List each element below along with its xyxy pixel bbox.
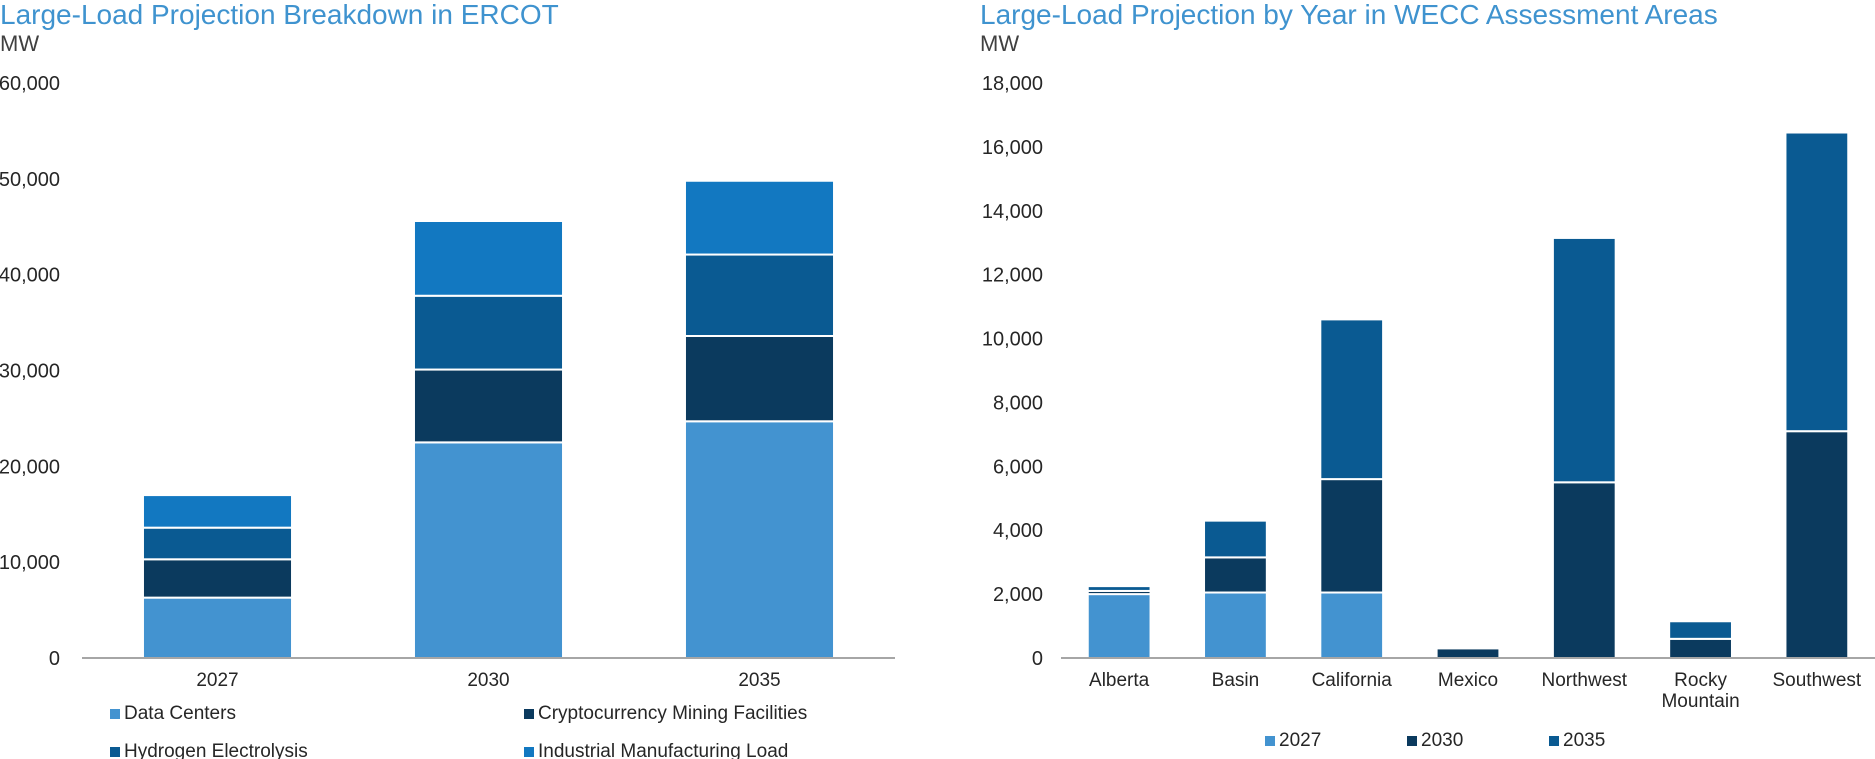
y-tick-label: 50,000 — [0, 169, 60, 191]
bar-basin-2030 — [1203, 556, 1268, 594]
bar-2035-hydrogen-electrolysis — [683, 253, 836, 338]
bar-california-2027 — [1319, 591, 1385, 660]
legend-swatch-cryptocurrency-mining-facilities — [524, 709, 534, 719]
bar-california-2035 — [1319, 318, 1385, 481]
y-tick-label: 4,000 — [993, 520, 1043, 542]
bar-2030-cryptocurrency-mining-facilities — [412, 368, 565, 444]
y-tick-label: 18,000 — [982, 73, 1043, 95]
y-tick-label: 6,000 — [993, 456, 1043, 478]
bar-rocky-mountain-2030 — [1668, 637, 1733, 659]
legend-label-2030: 2030 — [1421, 730, 1463, 751]
wecc-y-axis-unit: MW — [980, 31, 1020, 56]
y-tick-label: 14,000 — [982, 201, 1043, 223]
bar-2030-industrial-manufacturing-load — [412, 220, 565, 297]
bar-2027-hydrogen-electrolysis — [141, 526, 294, 561]
y-tick-label: 60,000 — [0, 73, 60, 95]
legend-label-2035: 2035 — [1563, 730, 1605, 751]
bar-2030-data-centers — [412, 441, 565, 659]
y-tick-label: 2,000 — [993, 584, 1043, 606]
x-tick-label: 2030 — [467, 670, 509, 691]
bar-2027-industrial-manufacturing-load — [141, 494, 294, 529]
x-tick-label: Southwest — [1772, 670, 1861, 691]
y-tick-label: 8,000 — [993, 392, 1043, 414]
wecc-chart-title: Large-Load Projection by Year in WECC As… — [980, 0, 1718, 30]
bar-2035-industrial-manufacturing-load — [683, 179, 836, 256]
legend-swatch-2027 — [1265, 736, 1275, 746]
bar-northwest-2035 — [1551, 236, 1617, 484]
legend-label-cryptocurrency-mining-facilities: Cryptocurrency Mining Facilities — [538, 703, 807, 724]
legend-swatch-2035 — [1549, 736, 1559, 746]
bar-northwest-2030 — [1551, 481, 1617, 659]
ercot-y-axis-unit: MW — [0, 31, 40, 56]
bar-alberta-2035 — [1086, 585, 1152, 592]
x-tick-label: 2027 — [196, 670, 238, 691]
bar-2027-cryptocurrency-mining-facilities — [141, 558, 294, 599]
bar-2030-hydrogen-electrolysis — [412, 294, 565, 371]
legend-swatch-data-centers — [110, 709, 120, 719]
x-tick-label: Northwest — [1542, 670, 1628, 691]
bar-southwest-2035 — [1784, 131, 1850, 433]
x-tick-label: Mexico — [1438, 670, 1498, 691]
y-tick-label: 10,000 — [0, 552, 60, 574]
legend-label-hydrogen-electrolysis: Hydrogen Electrolysis — [124, 741, 308, 759]
legend-label-2027: 2027 — [1279, 730, 1321, 751]
y-tick-label: 16,000 — [982, 137, 1043, 159]
ercot-chart-panel: Large-Load Projection Breakdown in ERCOT… — [0, 0, 930, 759]
x-tick-label: California — [1312, 670, 1393, 691]
bar-mexico-2030 — [1435, 647, 1501, 660]
legend-label-data-centers: Data Centers — [124, 703, 236, 724]
x-tick-label: 2035 — [738, 670, 780, 691]
legend-swatch-industrial-manufacturing-load — [524, 747, 534, 757]
bar-2027-data-centers — [141, 596, 294, 659]
bar-basin-2027 — [1203, 591, 1268, 660]
y-tick-label: 0 — [1032, 648, 1043, 670]
y-tick-label: 10,000 — [982, 329, 1043, 351]
y-tick-label: 30,000 — [0, 361, 60, 383]
bar-california-2030 — [1319, 478, 1385, 594]
x-tick-label: Alberta — [1089, 670, 1150, 691]
wecc-stacked-bar-chart: 0 2,000 4,000 6,000 8,000 10,000 12,000 14,000 1… — [982, 73, 1875, 751]
bar-southwest-2030 — [1784, 430, 1850, 660]
ercot-stacked-bar-chart: 0 10,000 20,000 30,000 40,000 50,000 60,000 202… — [0, 73, 895, 759]
legend-label-industrial-manufacturing-load: Industrial Manufacturing Load — [538, 741, 788, 759]
bar-2035-data-centers — [683, 420, 836, 659]
bar-basin-2035 — [1203, 519, 1268, 559]
bar-rocky-mountain-2035 — [1668, 620, 1733, 640]
x-tick-label: Mountain — [1661, 691, 1739, 712]
bar-alberta-2027 — [1086, 593, 1152, 659]
legend-swatch-hydrogen-electrolysis — [110, 747, 120, 757]
wecc-chart-panel: Large-Load Projection by Year in WECC As… — [980, 0, 1875, 759]
y-tick-label: 12,000 — [982, 265, 1043, 287]
y-tick-label: 0 — [49, 648, 60, 670]
ercot-chart-title: Large-Load Projection Breakdown in ERCOT — [0, 0, 559, 30]
x-tick-label: Rocky — [1674, 670, 1727, 691]
y-tick-label: 40,000 — [0, 265, 60, 287]
bar-2035-cryptocurrency-mining-facilities — [683, 335, 836, 423]
legend-swatch-2030 — [1407, 736, 1417, 746]
x-tick-label: Basin — [1212, 670, 1260, 691]
y-tick-label: 20,000 — [0, 456, 60, 478]
